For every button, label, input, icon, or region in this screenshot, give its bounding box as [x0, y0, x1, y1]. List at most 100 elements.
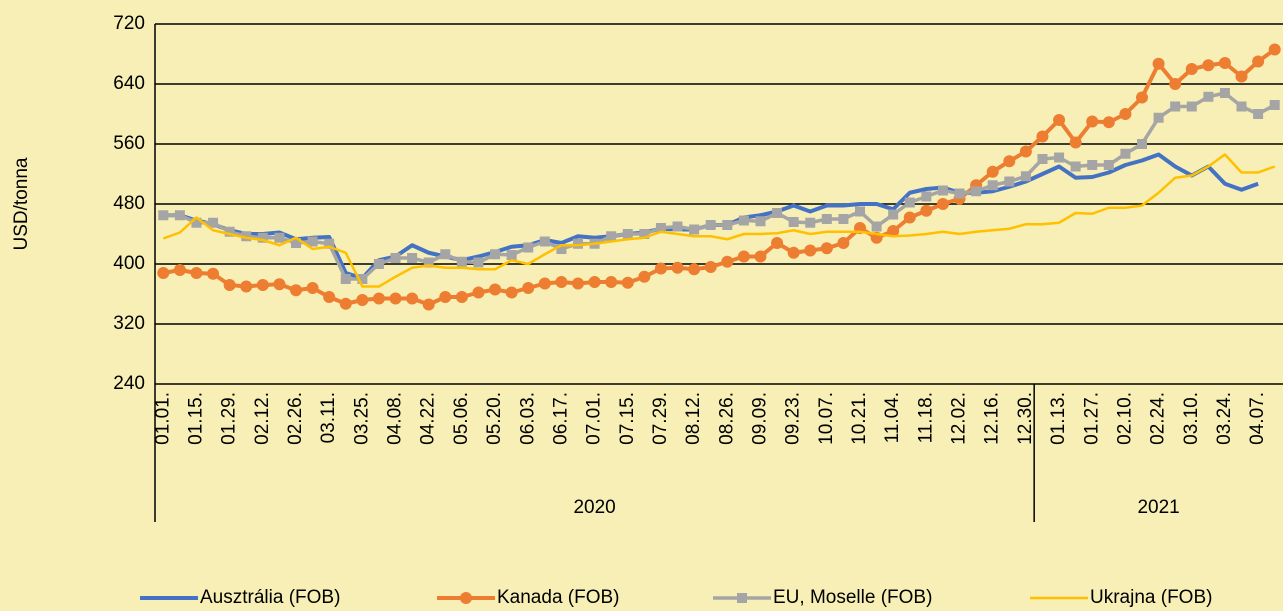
data-point — [771, 237, 784, 249]
group-label: 2020 — [573, 497, 615, 518]
data-point — [556, 244, 567, 254]
data-point — [737, 250, 750, 263]
data-point — [688, 263, 701, 276]
data-point — [704, 261, 717, 273]
data-point — [804, 244, 817, 257]
data-point — [638, 270, 651, 283]
data-point — [787, 246, 800, 259]
x-tick-label: 02.12. — [252, 392, 273, 445]
data-point — [1186, 101, 1197, 112]
data-point — [1102, 116, 1115, 129]
data-point — [722, 220, 733, 230]
data-point — [838, 214, 849, 224]
data-point — [689, 224, 700, 235]
data-point — [671, 261, 684, 274]
data-point — [904, 197, 915, 208]
data-point — [372, 292, 385, 305]
data-point — [639, 229, 650, 239]
data-point — [1253, 109, 1264, 119]
data-point — [903, 211, 916, 224]
data-point — [555, 276, 568, 288]
data-point — [1087, 160, 1098, 170]
x-tick-label: 03.10. — [1181, 392, 1202, 445]
data-point — [1185, 63, 1198, 75]
data-point — [1202, 59, 1215, 72]
data-point — [986, 165, 999, 178]
data-point — [158, 210, 169, 221]
x-tick-label: 01.27. — [1081, 392, 1102, 445]
legend-marker — [737, 593, 747, 603]
series-line — [162, 153, 1276, 288]
data-point — [273, 278, 286, 291]
data-point — [539, 236, 550, 247]
data-point — [888, 209, 899, 220]
data-point — [522, 282, 535, 294]
series-line — [163, 152, 1259, 281]
data-point — [705, 220, 716, 230]
data-point — [456, 256, 467, 267]
x-tick-label: 02.24. — [1148, 392, 1169, 445]
data-point — [406, 292, 419, 305]
data-point — [1169, 78, 1182, 90]
data-point — [357, 274, 368, 284]
x-tick-label: 07.29. — [650, 392, 671, 445]
x-tick-label: 08.26. — [716, 392, 737, 445]
data-point — [473, 257, 484, 268]
data-point — [605, 276, 618, 288]
data-point — [721, 255, 734, 268]
data-point — [389, 292, 402, 305]
data-point — [936, 198, 949, 210]
data-point — [987, 180, 998, 191]
y-tick-label: 400 — [113, 253, 145, 274]
data-point — [1136, 91, 1148, 104]
x-tick-label: 11.04. — [882, 392, 903, 443]
data-point — [1236, 101, 1247, 112]
data-point — [1020, 171, 1031, 182]
data-point — [606, 231, 617, 242]
x-tick-label: 02.26. — [285, 392, 306, 445]
x-tick-label: 01.01. — [152, 392, 173, 445]
data-point — [1268, 43, 1281, 56]
x-tick-label: 04.07. — [1247, 392, 1268, 445]
data-point — [506, 250, 517, 260]
data-point — [937, 185, 948, 196]
data-point — [472, 286, 485, 299]
data-point — [490, 249, 501, 260]
data-point — [1037, 154, 1048, 164]
data-point — [340, 274, 351, 284]
data-point — [1120, 148, 1131, 159]
legend-label: EU, Moselle (FOB) — [773, 587, 932, 608]
data-point — [1054, 152, 1065, 163]
x-tick-label: 06.17. — [550, 392, 571, 445]
y-tick-label: 240 — [113, 373, 145, 394]
data-point — [1069, 136, 1082, 149]
data-point — [174, 210, 185, 221]
data-point — [1137, 139, 1147, 149]
x-tick-label: 07.15. — [617, 392, 638, 445]
data-point — [191, 217, 202, 228]
data-point — [572, 277, 584, 290]
data-point — [455, 291, 468, 303]
x-tick-label: 05.20. — [484, 392, 505, 445]
data-point — [257, 232, 268, 243]
data-point — [207, 267, 220, 280]
x-tick-label: 12.16. — [982, 392, 1003, 445]
x-tick-label: 02.10. — [1114, 392, 1135, 445]
data-point — [439, 291, 452, 303]
data-point — [788, 217, 799, 227]
x-tick-label: 01.15. — [185, 392, 206, 445]
x-tick-label: 05.06. — [451, 392, 472, 445]
x-tick-label: 10.21. — [849, 392, 870, 445]
data-point — [820, 242, 833, 255]
data-point — [1170, 101, 1181, 112]
data-point — [672, 221, 683, 232]
data-point — [157, 267, 170, 279]
x-tick-label: 12.30. — [1015, 392, 1036, 445]
data-point — [954, 188, 965, 199]
data-point — [505, 286, 518, 299]
data-point — [208, 217, 219, 228]
data-point — [755, 216, 766, 227]
data-point — [339, 297, 352, 310]
data-point — [1252, 55, 1265, 68]
